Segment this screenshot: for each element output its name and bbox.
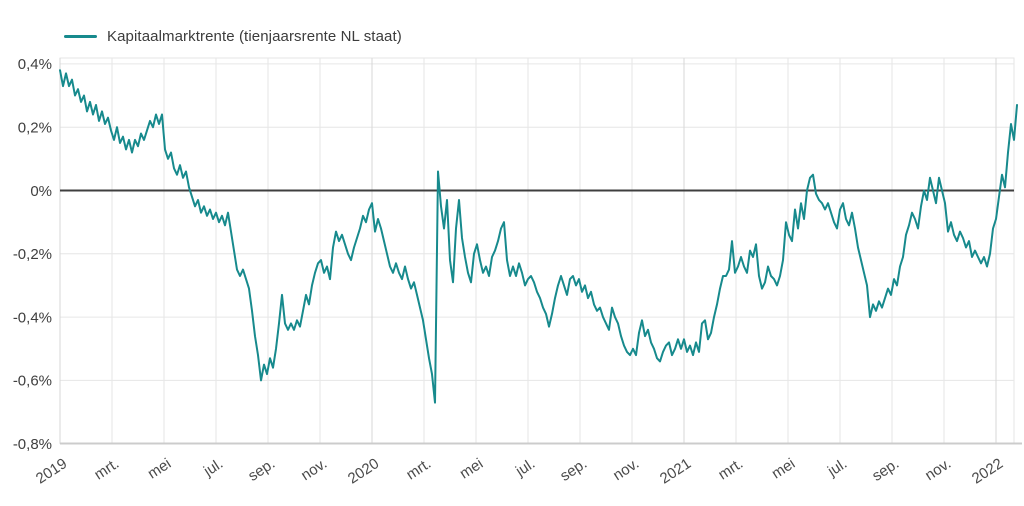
x-tick-label: 2021 bbox=[657, 455, 694, 487]
y-tick-label: -0,4% bbox=[13, 309, 52, 326]
plot-area bbox=[59, 57, 1015, 444]
x-tick-label: mei bbox=[769, 455, 799, 482]
x-tick-label: 2022 bbox=[969, 455, 1006, 487]
y-tick-label: 0,2% bbox=[18, 119, 52, 136]
x-tick-label: nov. bbox=[922, 455, 954, 484]
chart-legend: Kapitaalmarktrente (tienjaarsrente NL st… bbox=[64, 28, 402, 45]
x-tick-label: jul. bbox=[512, 455, 538, 480]
x-tick-label: mrt. bbox=[403, 455, 434, 483]
x-tick-label: sep. bbox=[557, 455, 590, 485]
y-tick-label: -0,8% bbox=[13, 436, 52, 453]
legend-label: Kapitaalmarktrente (tienjaarsrente NL st… bbox=[107, 28, 402, 45]
x-tick-label: mrt. bbox=[91, 455, 122, 483]
y-tick-label: -0,2% bbox=[13, 246, 52, 263]
x-tick-label: sep. bbox=[869, 455, 902, 485]
x-tick-label: jul. bbox=[200, 455, 226, 480]
y-tick-label: 0,4% bbox=[18, 56, 52, 73]
x-tick-label: mei bbox=[145, 455, 175, 482]
x-tick-label: nov. bbox=[610, 455, 642, 484]
x-tick-label: 2020 bbox=[345, 455, 382, 487]
y-tick-label: 0% bbox=[30, 183, 52, 200]
series-line bbox=[59, 69, 1018, 404]
x-tick-label: 2019 bbox=[33, 455, 70, 487]
x-tick-label: nov. bbox=[298, 455, 330, 484]
x-tick-label: mei bbox=[457, 455, 487, 482]
x-tick-label: sep. bbox=[245, 455, 278, 485]
x-tick-label: mrt. bbox=[715, 455, 746, 483]
legend-line-swatch bbox=[64, 35, 97, 38]
y-tick-label: -0,6% bbox=[13, 373, 52, 390]
x-tick-label: jul. bbox=[824, 455, 850, 480]
